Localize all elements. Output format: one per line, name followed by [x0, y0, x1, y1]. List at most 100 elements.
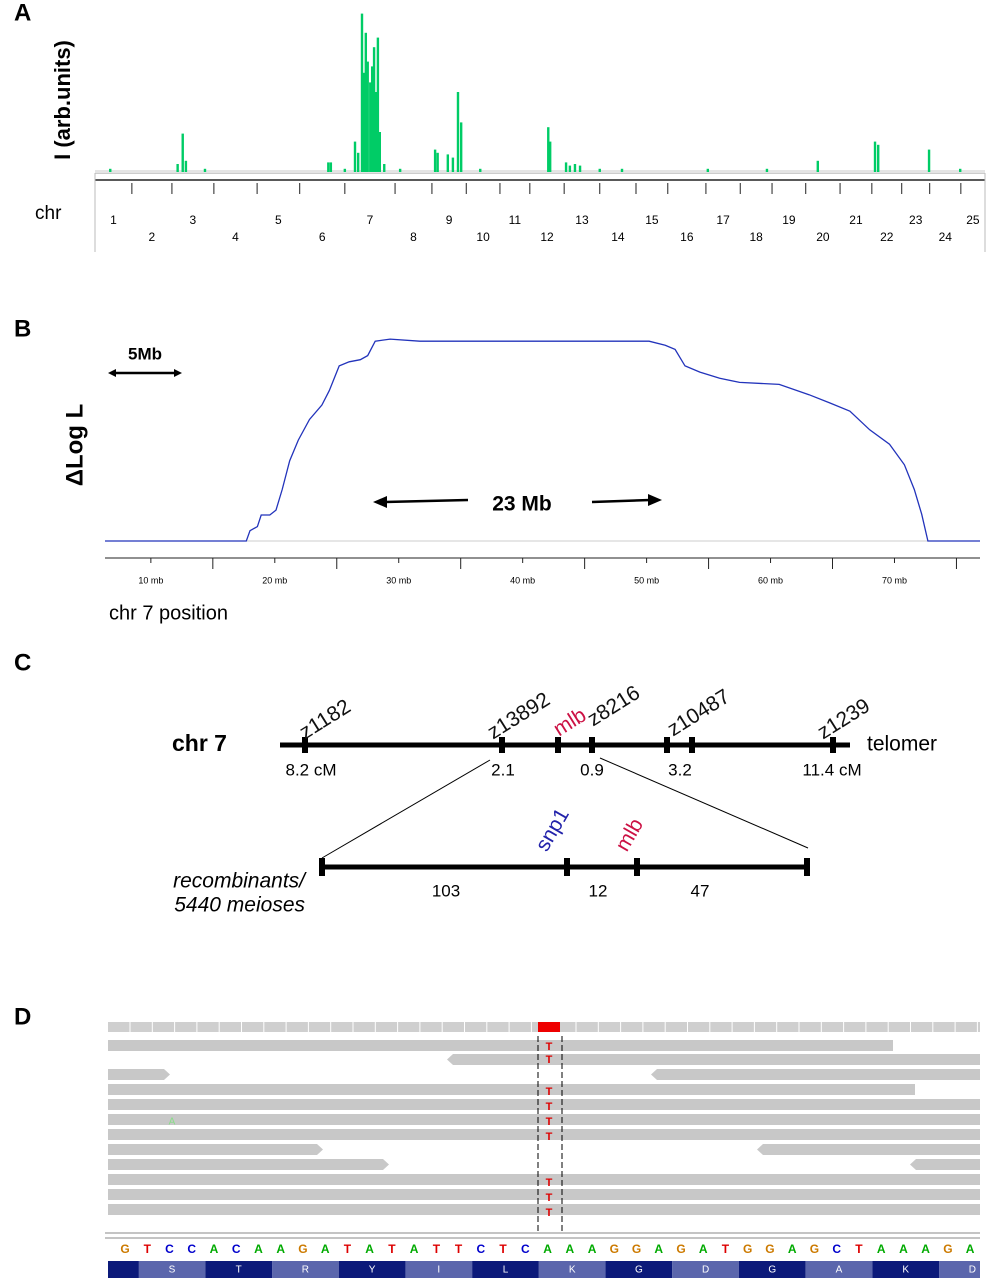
amino-acid: D: [969, 1265, 976, 1276]
x-tick-label: 10: [476, 230, 490, 244]
arrow: [591, 498, 651, 504]
reference-base: A: [788, 1242, 797, 1256]
variant-base: T: [546, 1116, 553, 1128]
bar: [451, 157, 455, 172]
x-tick-label: 19: [782, 213, 796, 227]
bar: [459, 122, 463, 172]
bar: [479, 168, 482, 172]
marker-tick: [499, 737, 505, 753]
bar: [329, 162, 333, 172]
reference-base: A: [543, 1242, 552, 1256]
bar: [360, 13, 364, 172]
x-tick-label: 21: [849, 213, 863, 227]
x-tick-label: 10 mb: [138, 575, 163, 585]
read: [108, 1040, 893, 1051]
read: [757, 1144, 980, 1155]
x-tick-label: 24: [939, 230, 953, 244]
bar: [398, 168, 402, 172]
bar: [877, 144, 880, 172]
zoom-line: [321, 759, 491, 859]
read: [910, 1159, 980, 1170]
bar: [176, 164, 179, 172]
x-tick-label: 17: [716, 213, 730, 227]
read: [651, 1069, 980, 1080]
bar: [578, 165, 582, 172]
reference-base: G: [632, 1242, 641, 1256]
reference-base: A: [699, 1242, 708, 1256]
arrow-head: [108, 369, 182, 377]
x-tick-label: 12: [540, 230, 554, 244]
distance-label: 3.2: [668, 760, 692, 779]
y-axis-label: I (arb.units): [50, 40, 75, 160]
marker-tick: [319, 858, 325, 876]
bar: [184, 160, 188, 172]
recombinant-count: 103: [432, 881, 460, 900]
reference-base: T: [388, 1242, 396, 1256]
read: [108, 1099, 980, 1110]
x-tick-label: 16: [680, 230, 694, 244]
amino-acid: A: [836, 1265, 843, 1276]
amino-acid: D: [702, 1265, 709, 1276]
bar: [598, 168, 601, 172]
bar: [568, 165, 572, 172]
amino-acid: L: [503, 1265, 509, 1276]
codon-block: [738, 1261, 806, 1278]
x-tick-label: 4: [232, 230, 239, 244]
reference-base: C: [477, 1242, 486, 1256]
x-tick-label: 50 mb: [634, 575, 659, 585]
reference-base: A: [276, 1242, 285, 1256]
bar: [816, 160, 820, 172]
annotation: 23 Mb: [492, 493, 552, 516]
x-tick-label: 20: [816, 230, 830, 244]
reference-base: T: [344, 1242, 352, 1256]
marker-tick: [664, 737, 670, 753]
reference-base: C: [521, 1242, 530, 1256]
bar: [620, 168, 624, 172]
bar: [370, 66, 374, 172]
bar: [369, 82, 372, 172]
reference-base: G: [676, 1242, 685, 1256]
reference-base: A: [565, 1242, 574, 1256]
reference-base: A: [210, 1242, 219, 1256]
x-tick-label: 60 mb: [758, 575, 783, 585]
x-tick-label: 70 mb: [882, 575, 907, 585]
bar: [873, 141, 877, 172]
reference-base: A: [966, 1242, 975, 1256]
bar: [564, 162, 568, 172]
read: [108, 1069, 170, 1080]
amino-acid: S: [169, 1265, 176, 1276]
reference-base: T: [144, 1242, 152, 1256]
variant-base: T: [546, 1177, 553, 1189]
bar: [356, 152, 360, 172]
codon-block: [138, 1261, 206, 1278]
panel-letter: B: [14, 315, 31, 342]
bar: [706, 168, 710, 172]
bar: [366, 61, 369, 172]
distance-label: 0.9: [580, 760, 604, 779]
amino-acid: K: [902, 1265, 909, 1276]
read: [447, 1054, 980, 1065]
bar: [765, 168, 769, 172]
line: [105, 338, 980, 542]
codon-block: [472, 1261, 539, 1278]
bar: [343, 168, 347, 172]
x-axis-label: chr 7 position: [109, 602, 228, 624]
read: [108, 1129, 980, 1140]
codon-block: [108, 1261, 139, 1278]
reference-base: C: [187, 1242, 196, 1256]
coverage-variant: [538, 1022, 560, 1032]
x-tick-label: 5: [275, 213, 282, 227]
codon-block: [805, 1261, 873, 1278]
y-axis-label: ΔLog L: [61, 404, 88, 487]
x-tick-label: 2: [149, 230, 156, 244]
reference-base: A: [254, 1242, 263, 1256]
marker-tick: [804, 858, 810, 876]
codon-block: [872, 1261, 940, 1278]
variant-base: T: [546, 1101, 553, 1113]
bar: [547, 127, 550, 172]
reference-base: G: [943, 1242, 952, 1256]
recombinant-count: 12: [589, 881, 608, 900]
x-tick-label: 25: [966, 213, 980, 227]
bar: [109, 168, 112, 172]
